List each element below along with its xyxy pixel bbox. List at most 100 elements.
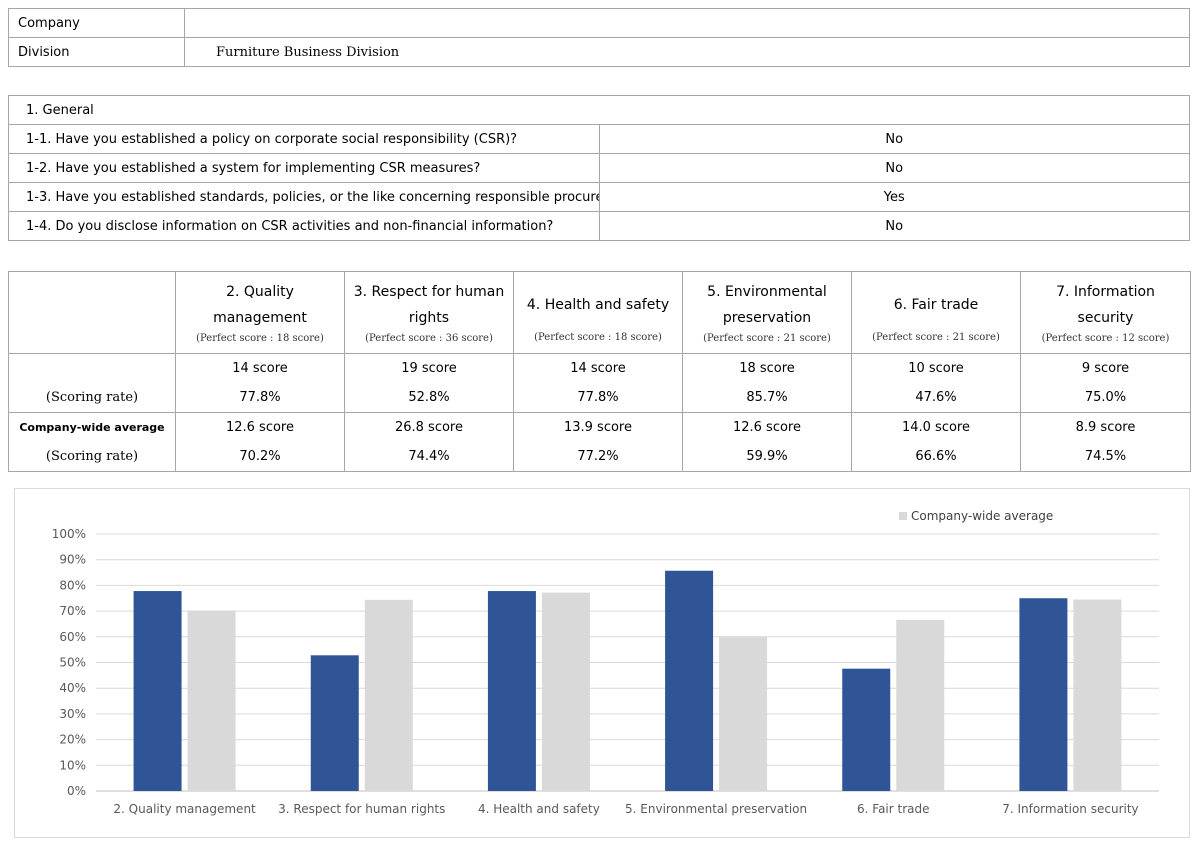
y-tick-label: 0% xyxy=(67,784,86,798)
avg-cell: 26.8 score 74.4% xyxy=(344,412,514,472)
scoring-rate-label: (Scoring rate) xyxy=(45,449,139,464)
category-title-line1: 6. Fair trade xyxy=(893,296,979,313)
question-row: 1-2. Have you established a system for i… xyxy=(8,153,1190,183)
avg-rate-value: 77.2% xyxy=(577,449,619,464)
perfect-score: (Perfect score : 18 score) xyxy=(534,331,662,343)
division-label: Division xyxy=(8,37,185,67)
y-tick-label: 90% xyxy=(59,553,86,567)
avg-rate-value: 66.6% xyxy=(915,449,957,464)
x-tick-label: 3. Respect for human rights xyxy=(278,802,445,816)
y-tick-label: 10% xyxy=(59,758,86,772)
category-title-line1: 2. Quality xyxy=(226,283,294,300)
category-header: 5. Environmental preservation (Perfect s… xyxy=(682,271,852,354)
category-title-line1: 4. Health and safety xyxy=(526,296,670,313)
question-row: 1-3. Have you established standards, pol… xyxy=(8,182,1190,212)
division-row: Division Furniture Business Division xyxy=(8,37,1190,67)
company-average-row: Company-wide average (Scoring rate) 12.6… xyxy=(8,412,1191,472)
bar xyxy=(310,655,359,791)
bar xyxy=(1019,598,1068,791)
avg-score-value: 8.9 score xyxy=(1075,420,1136,435)
question-row: 1-1. Have you established a policy on co… xyxy=(8,124,1190,154)
company-row: Company xyxy=(8,8,1190,38)
category-header: 2. Quality management (Perfect score : 1… xyxy=(175,271,345,354)
x-tick-label: 2. Quality management xyxy=(113,802,256,816)
score-value: 10 score xyxy=(908,361,964,376)
score-cell: 18 score 85.7% xyxy=(682,353,852,413)
rate-value: 77.8% xyxy=(577,390,619,405)
answer-cell: No xyxy=(598,153,1190,183)
question-text: 1-4. Do you disclose information on CSR … xyxy=(8,211,600,241)
avg-cell: 8.9 score 74.5% xyxy=(1020,412,1191,472)
division-score-row: (Scoring rate) 14 score 77.8% 19 score 52.… xyxy=(8,353,1191,413)
score-cell: 10 score 47.6% xyxy=(851,353,1021,413)
perfect-score: (Perfect score : 21 score) xyxy=(703,332,831,344)
avg-score-value: 12.6 score xyxy=(732,420,801,435)
rate-value: 85.7% xyxy=(746,390,788,405)
category-header-row: 2. Quality management (Perfect score : 1… xyxy=(8,271,1191,354)
perfect-score: (Perfect score : 18 score) xyxy=(196,332,324,344)
avg-cell: 12.6 score 70.2% xyxy=(175,412,345,472)
category-header: 3. Respect for human rights (Perfect sco… xyxy=(344,271,514,354)
answer-cell: No xyxy=(598,124,1190,154)
empty-header-cell xyxy=(8,271,176,354)
company-average-label: Company-wide average xyxy=(19,421,165,434)
category-title-line1: 7. Information xyxy=(1056,283,1155,300)
category-header: 7. Information security (Perfect score :… xyxy=(1020,271,1191,354)
avg-rate-value: 74.5% xyxy=(1084,449,1127,464)
bar xyxy=(487,591,536,791)
category-title-line2: management xyxy=(213,309,307,326)
category-title-line2: rights xyxy=(408,309,450,326)
category-header: 6. Fair trade (Perfect score : 21 score) xyxy=(851,271,1021,354)
score-cell: 14 score 77.8% xyxy=(513,353,683,413)
company-label: Company xyxy=(8,8,185,38)
perfect-score: (Perfect score : 21 score) xyxy=(872,331,1000,343)
legend-swatch xyxy=(899,512,907,520)
rate-value: 77.8% xyxy=(239,390,281,405)
bar xyxy=(364,599,413,791)
bar xyxy=(665,570,714,791)
y-tick-label: 20% xyxy=(59,733,86,747)
general-table: 1. General 1-1. Have you established a p… xyxy=(8,95,1190,241)
score-cell: 19 score 52.8% xyxy=(344,353,514,413)
question-text: 1-3. Have you established standards, pol… xyxy=(8,182,600,212)
perfect-score: (Perfect score : 12 score) xyxy=(1041,332,1170,344)
division-value: Furniture Business Division xyxy=(184,37,1190,67)
bar xyxy=(842,668,891,791)
x-tick-label: 6. Fair trade xyxy=(857,802,930,816)
avg-score-value: 12.6 score xyxy=(225,420,294,435)
category-title-line1: 5. Environmental xyxy=(707,283,827,300)
general-header: 1. General xyxy=(8,95,1190,125)
x-tick-label: 4. Health and safety xyxy=(478,802,600,816)
rate-value: 52.8% xyxy=(408,390,450,405)
rate-value: 75.0% xyxy=(1084,390,1127,405)
scoring-rate-label: (Scoring rate) xyxy=(45,390,139,405)
scoring-rate-chart: 0% 10% 20% 30% 40% 50% 60% 70% 80% 90% 100% 2. Qual… xyxy=(14,488,1190,838)
category-title-line1: 3. Respect for human xyxy=(353,283,505,300)
score-value: 14 score xyxy=(232,361,288,376)
avg-score-value: 26.8 score xyxy=(394,420,463,435)
bar xyxy=(133,591,182,791)
score-cell: 9 score 75.0% xyxy=(1020,353,1191,413)
score-cell: 14 score 77.8% xyxy=(175,353,345,413)
avg-score-value: 13.9 score xyxy=(563,420,632,435)
avg-rate-value: 74.4% xyxy=(408,449,450,464)
x-tick-label: 7. Information security xyxy=(1002,802,1138,816)
category-title-line2: preservation xyxy=(722,309,812,326)
score-table: 2. Quality management (Perfect score : 1… xyxy=(8,271,1191,472)
bar xyxy=(541,592,590,791)
question-text: 1-2. Have you established a system for i… xyxy=(8,153,600,183)
bar xyxy=(896,619,945,791)
avg-cell: 12.6 score 59.9% xyxy=(682,412,852,472)
question-text: 1-1. Have you established a policy on co… xyxy=(8,124,600,154)
row-label-cell: Company-wide average (Scoring rate) xyxy=(8,412,176,472)
score-value: 18 score xyxy=(739,361,795,376)
category-title-line2: security xyxy=(1077,309,1134,326)
answer-cell: Yes xyxy=(598,182,1190,212)
score-value: 9 score xyxy=(1081,361,1130,376)
y-tick-label: 80% xyxy=(59,578,86,592)
company-value xyxy=(184,8,1190,38)
perfect-score: (Perfect score : 36 score) xyxy=(365,332,493,344)
general-header-row: 1. General xyxy=(8,95,1190,125)
chart-svg: 0% 10% 20% 30% 40% 50% 60% 70% 80% 90% 100% 2. Qual… xyxy=(52,509,1159,816)
legend-label: Company-wide average xyxy=(911,509,1053,523)
